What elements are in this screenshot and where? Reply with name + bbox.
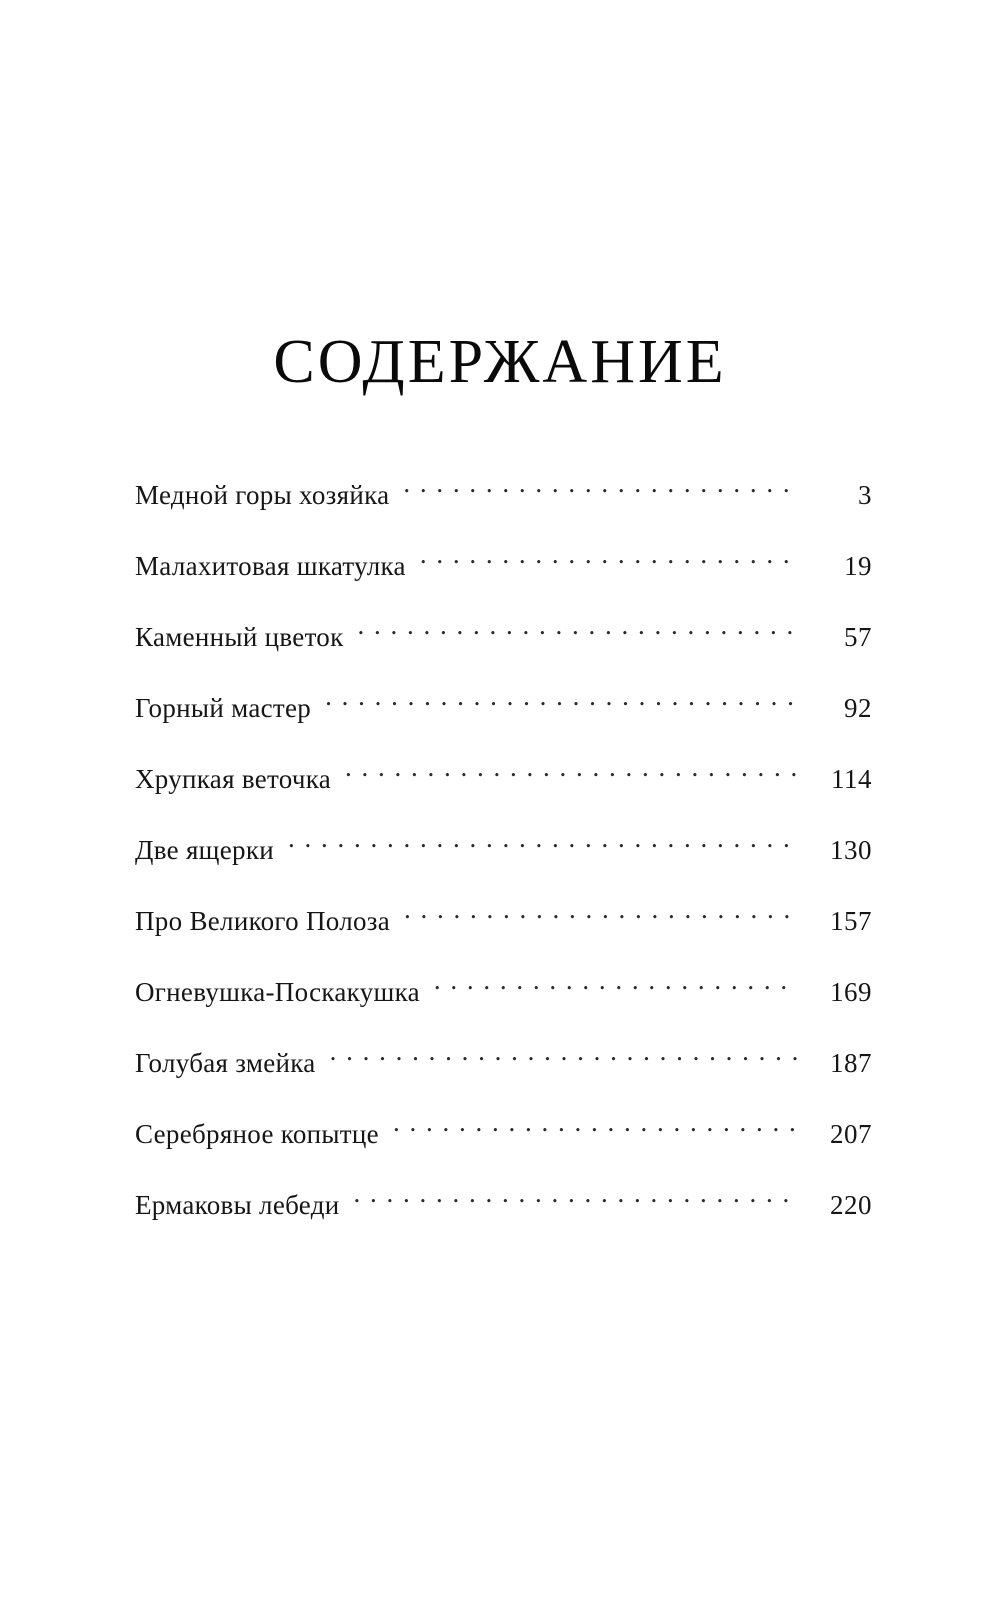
toc-entry[interactable]: Ермаковы лебеди 220: [135, 1180, 872, 1251]
dot-leader: [404, 896, 797, 930]
toc-entry[interactable]: Серебряное копытце 207: [135, 1109, 872, 1180]
toc-entry-page-number: 187: [830, 1048, 872, 1078]
toc-entry-title: Серебряное копытце: [135, 1119, 379, 1149]
dot-leader: [403, 470, 797, 504]
dot-leader: [325, 683, 797, 717]
toc-entry-page-number: 207: [830, 1119, 872, 1149]
dot-leader: [288, 825, 797, 859]
toc-entry-title: Две ящерки: [135, 835, 275, 865]
toc-entry[interactable]: Про Великого Полоза 157: [135, 896, 872, 967]
dot-leader: [434, 967, 797, 1001]
toc-entry-page-number: 157: [830, 906, 872, 936]
toc-entry[interactable]: Огневушка-Поскакушка 169: [135, 967, 872, 1038]
toc-entry-page-number: 19: [844, 551, 872, 581]
page-title: СОДЕРЖАНИЕ: [273, 327, 727, 396]
dot-leader: [345, 754, 797, 788]
toc-entry-title: Ермаковы лебеди: [135, 1190, 340, 1220]
toc-entry-page-number: 169: [830, 977, 872, 1007]
toc-entry-title: Голубая змейка: [135, 1048, 316, 1078]
toc-entry[interactable]: Хрупкая веточка 114: [135, 754, 872, 825]
toc-entry-title: Медной горы хозяйка: [135, 480, 390, 510]
toc-entry-page-number: 130: [830, 835, 872, 865]
toc-entry[interactable]: Горный мастер 92: [135, 683, 872, 754]
toc-entry-title: Горный мастер: [135, 693, 312, 723]
toc-entry-title: Хрупкая веточка: [135, 764, 332, 794]
toc-entry-list: Медной горы хозяйка 3 Малахитовая шкатул…: [135, 470, 872, 1251]
dot-leader: [393, 1109, 797, 1143]
toc-entry[interactable]: Каменный цветок 57: [135, 612, 872, 683]
toc-entry[interactable]: Медной горы хозяйка 3: [135, 470, 872, 541]
toc-entry-page-number: 57: [844, 622, 872, 652]
toc-entry[interactable]: Голубая змейка 187: [135, 1038, 872, 1109]
toc-entry-title: Про Великого Полоза: [135, 906, 391, 936]
dot-leader: [330, 1038, 797, 1072]
toc-entry[interactable]: Две ящерки 130: [135, 825, 872, 896]
toc-entry-page-number: 3: [858, 480, 872, 510]
toc-entry-title: Огневушка-Поскакушка: [135, 977, 420, 1007]
toc-entry-page-number: 92: [844, 693, 872, 723]
toc-entry-title: Каменный цветок: [135, 622, 344, 652]
dot-leader: [354, 1180, 797, 1214]
toc-entry-page-number: 220: [830, 1190, 872, 1220]
dot-leader: [420, 541, 797, 575]
toc-entry-title: Малахитовая шкатулка: [135, 551, 406, 581]
toc-entry[interactable]: Малахитовая шкатулка 19: [135, 541, 872, 612]
toc-entry-page-number: 114: [831, 764, 872, 794]
dot-leader: [358, 612, 797, 646]
